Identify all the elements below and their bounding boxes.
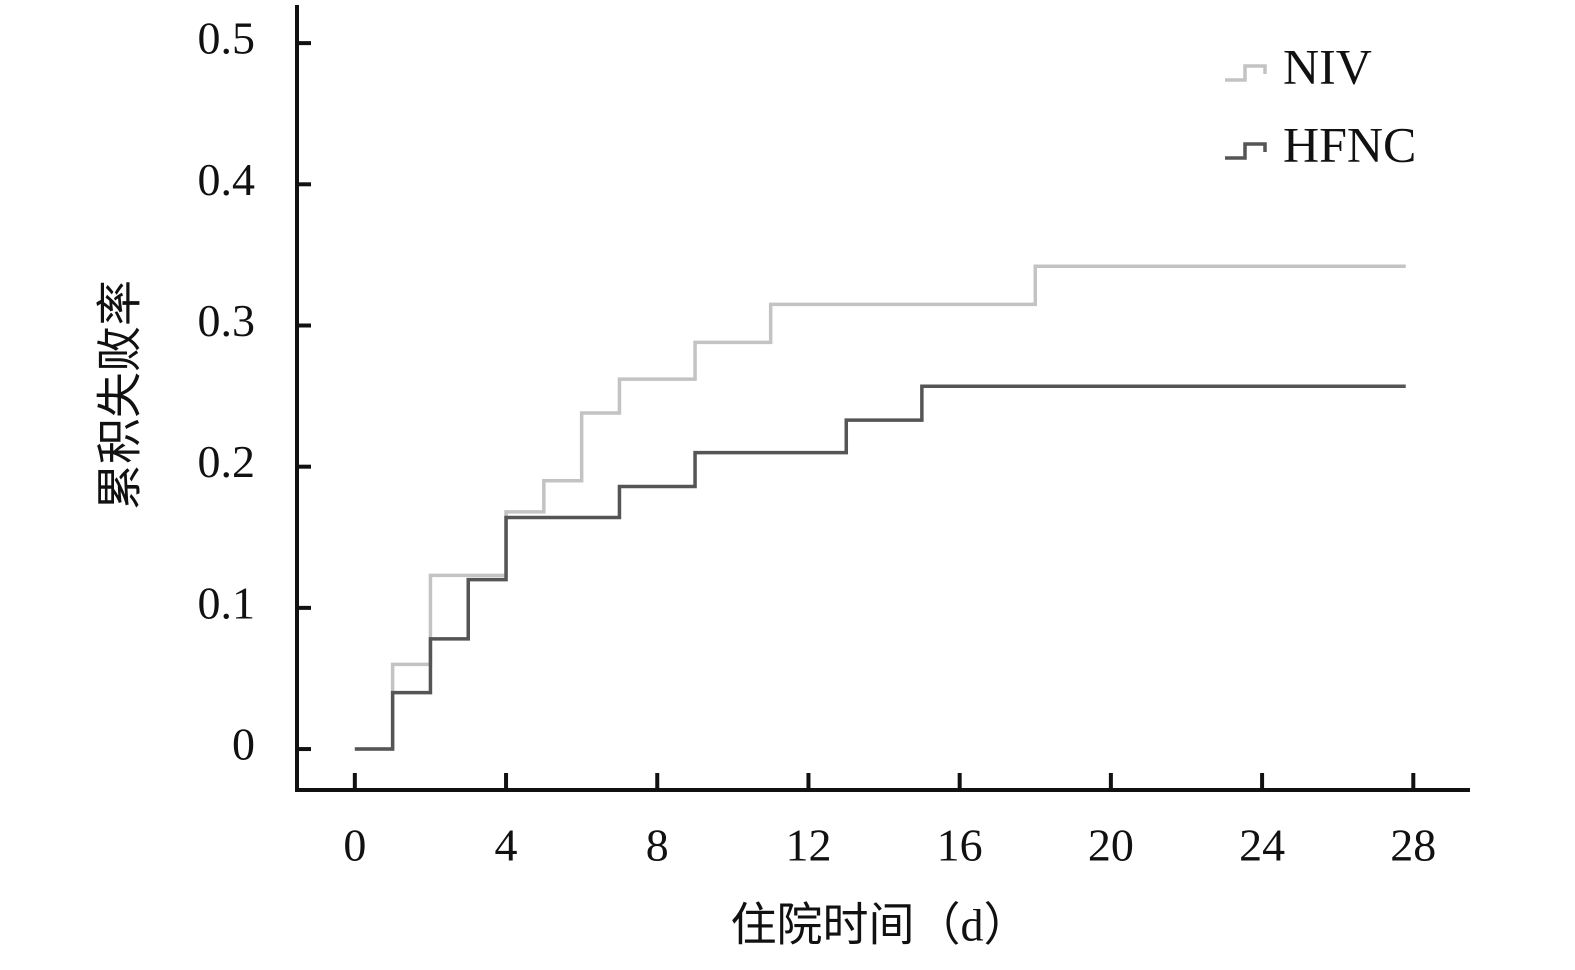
y-tick-label: 0.5	[198, 13, 256, 64]
legend-symbol	[1225, 142, 1267, 160]
x-tick-label: 24	[1239, 820, 1285, 871]
legend-label: NIV	[1283, 38, 1372, 94]
y-axis-label: 累积失败率	[95, 280, 146, 510]
x-tick-label: 4	[495, 820, 518, 871]
y-tick-label: 0.4	[198, 154, 256, 205]
x-axis-label: 住院时间（d）	[731, 900, 1030, 951]
y-tick-label: 0.3	[198, 295, 256, 346]
x-tick-label: 8	[646, 820, 669, 871]
x-tick-label: 20	[1088, 820, 1134, 871]
y-tick-label: 0	[232, 719, 255, 770]
x-tick-label: 28	[1390, 820, 1436, 871]
legend-symbol	[1225, 64, 1267, 82]
y-tick-label: 0.2	[198, 436, 256, 487]
x-tick-label: 16	[937, 820, 983, 871]
y-tick-label: 0.1	[198, 577, 256, 628]
x-tick-label: 0	[343, 820, 366, 871]
legend-label: HFNC	[1283, 116, 1416, 172]
step-line	[354, 384, 1406, 751]
x-tick-label: 12	[785, 820, 831, 871]
step-line	[354, 264, 1406, 751]
